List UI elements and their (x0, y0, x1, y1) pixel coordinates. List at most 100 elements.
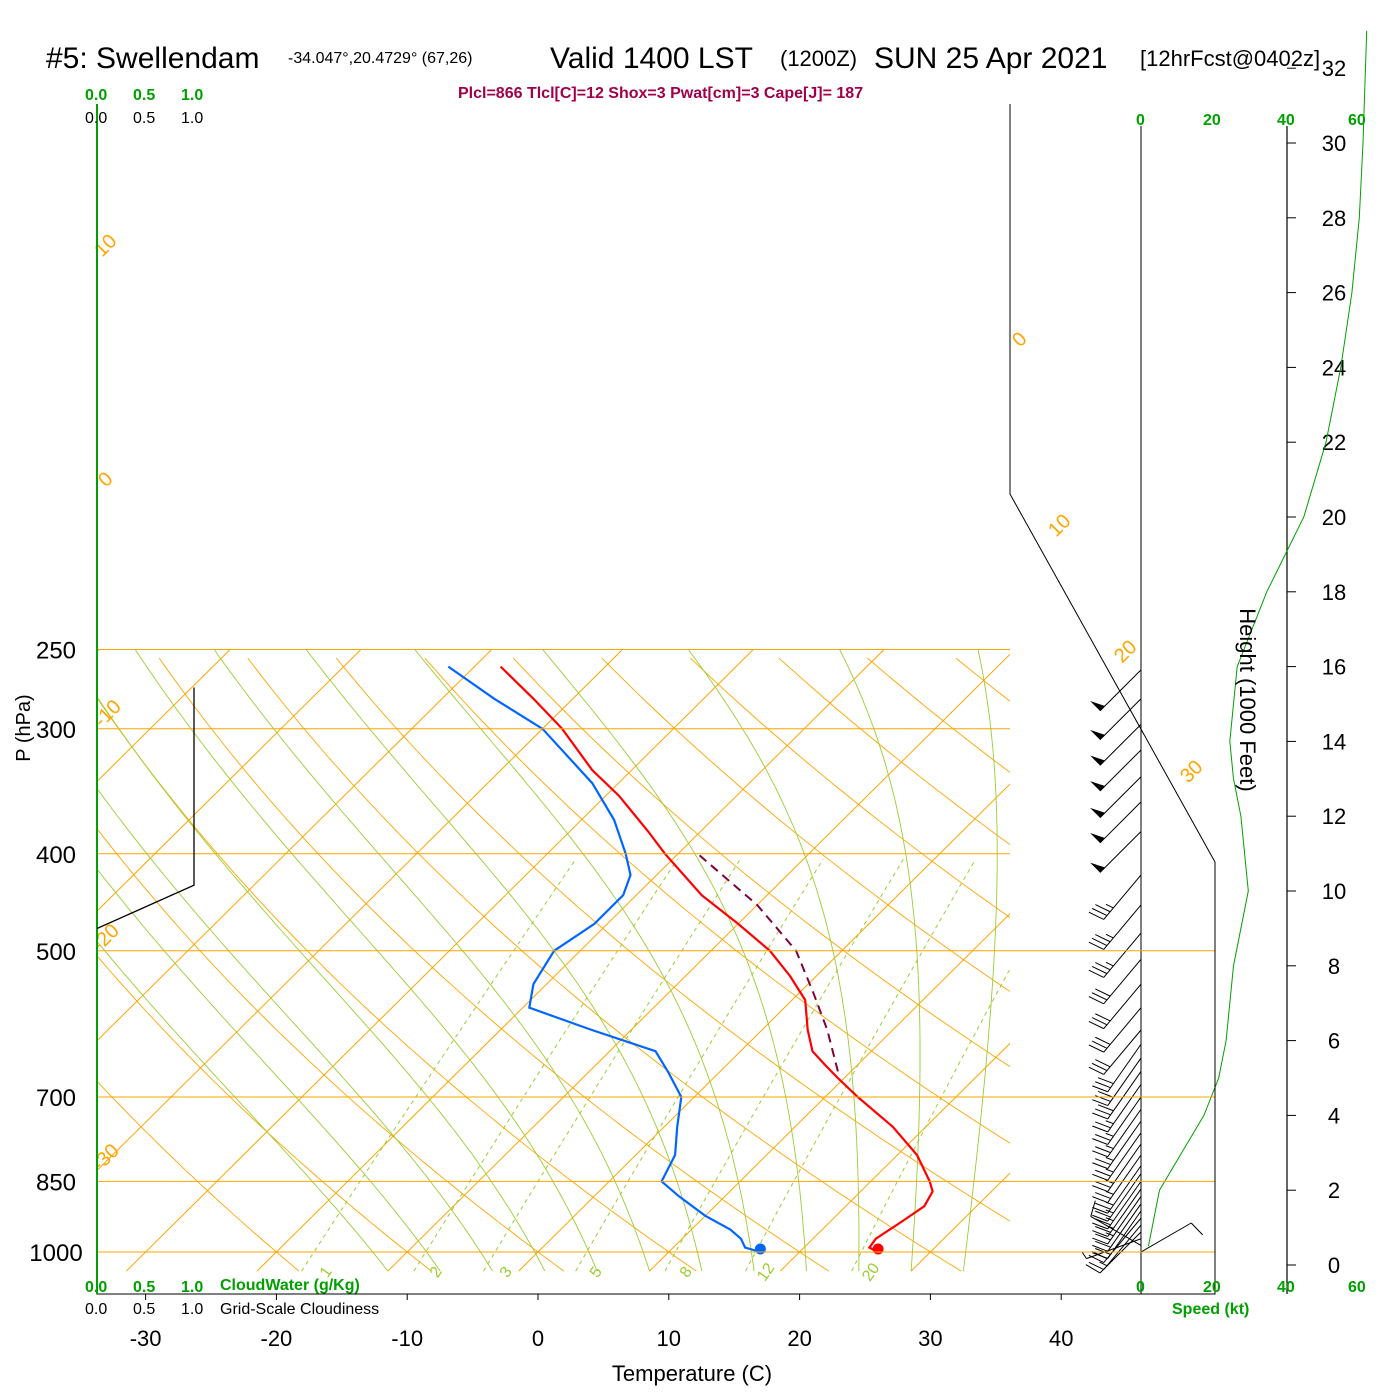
wind-barb-flag (1097, 1090, 1114, 1098)
moist-adiabat-line (97, 868, 441, 1272)
wind-barb-flag (1097, 1077, 1114, 1085)
mixing-ratio-label: 20 (859, 1260, 883, 1284)
wind-barb-half (1105, 903, 1114, 909)
wind-barb-staff (1107, 1143, 1142, 1192)
wind-barb-flag (1091, 1062, 1108, 1072)
pressure-tick-label: 1000 (29, 1240, 82, 1267)
wind-barb-staff (1103, 983, 1142, 1029)
height-axis-title: Height (1000 Feet) (1235, 608, 1260, 791)
wind-barb (1081, 1238, 1142, 1260)
wind-barb-staff (1107, 1108, 1142, 1158)
wind-barb-flag (1095, 962, 1111, 971)
wind-barb-half (1105, 1190, 1114, 1195)
wind-barb-flag (1091, 937, 1108, 947)
wind-barb (1092, 1043, 1142, 1093)
top-cw-tick: 0.0 (85, 87, 107, 104)
height-tick-label: 6 (1328, 1029, 1340, 1054)
wind-barb-staff (1099, 831, 1142, 873)
mixing-ratio-label: 8 (677, 1264, 696, 1281)
bottom-cl-tick: 0.0 (85, 1301, 107, 1318)
surface-temperature-marker (872, 1243, 884, 1255)
wind-barb-flag (1190, 1222, 1204, 1236)
dry-adiabat-line (335, 657, 1010, 1222)
wind-barb-flag (1095, 1226, 1111, 1233)
wind-barb-flag (1095, 1202, 1111, 1210)
height-tick-label: 14 (1322, 729, 1346, 754)
wind-barb (1092, 1181, 1142, 1230)
wind-barb-half (1105, 933, 1114, 939)
top-cloudwater-scale: 0.0 0.5 1.0 (85, 87, 203, 104)
wind-barb-pennant (1090, 862, 1105, 873)
wind-barb (1088, 959, 1142, 1005)
wind-barb-flag (1095, 1146, 1111, 1154)
isotherm-line (649, 913, 1010, 1272)
pressure-tick-label: 400 (36, 842, 76, 869)
wind-barb (1092, 1210, 1142, 1259)
dry-adiabat-line (424, 657, 1010, 1144)
x-axis-title: Temperature (C) (612, 1361, 772, 1386)
moist-adiabat-line (134, 649, 598, 1272)
wind-barb-flag (1095, 904, 1111, 913)
pressure-tick-label: 500 (36, 939, 76, 966)
sounding-indices: Plcl=866 Tlcl[C]=12 Shox=3 Pwat[cm]=3 Ca… (458, 85, 863, 102)
dry-adiabat-line (778, 657, 1010, 846)
wind-barb-flag (1095, 1192, 1111, 1199)
dry-adiabat-line (97, 1080, 300, 1272)
x-tick-label: 20 (787, 1326, 811, 1351)
isotherm-label: 30 (1176, 756, 1207, 787)
bottom-cloudwater-scale: 0.0 0.5 1.0 CloudWater (g/Kg) (85, 1277, 360, 1296)
height-tick-label: 30 (1322, 131, 1346, 156)
height-tick-label: 8 (1328, 954, 1340, 979)
mixing-ratio-label: 3 (497, 1264, 516, 1281)
wind-barb (1140, 1222, 1204, 1253)
plot-frame (96, 104, 1216, 1295)
top-cloudiness-scale: 0.0 0.5 1.0 (85, 110, 203, 127)
wind-barb-staff (1099, 698, 1142, 741)
pressure-tick-label: 700 (36, 1085, 76, 1112)
bottom-cl-tick: 0.5 (133, 1301, 155, 1318)
isotherm-line (779, 1042, 1010, 1272)
wind-barb-half (1105, 1168, 1114, 1173)
wind-barb-flag (1088, 1020, 1104, 1030)
top-cw-tick: 0.5 (133, 87, 155, 104)
moist-adiabat-line (542, 649, 807, 1272)
moist-adiabat-line (687, 649, 860, 1272)
wind-barb-flag (1095, 1108, 1111, 1116)
wind-barb-staff (1099, 669, 1142, 712)
isotherm-line (97, 649, 623, 1172)
wind-barb (1090, 831, 1142, 873)
wind-barb-flag (1095, 1181, 1111, 1188)
wind-barb-half (1105, 1132, 1114, 1137)
moist-adiabat-line (97, 940, 389, 1272)
height-tick-label: 10 (1322, 879, 1346, 904)
bottom-cl-tick: 1.0 (181, 1301, 203, 1318)
speed-scale-top: 0 20 40 60 (1136, 112, 1366, 129)
pressure-tick-label: 300 (36, 717, 76, 744)
wind-barb (1088, 983, 1142, 1030)
isotherm-line (518, 783, 1010, 1272)
dry-adiabat-line (1133, 658, 1400, 1271)
wind-barb-flag (1095, 1158, 1111, 1166)
speed-bottom-tick: 40 (1277, 1279, 1295, 1296)
y-axis-title: P (hPa) (13, 694, 35, 761)
height-tick-label: 20 (1322, 505, 1346, 530)
wind-barb-pennant (1090, 807, 1105, 818)
top-cl-tick: 0.5 (133, 110, 155, 127)
wind-barb-flag (1088, 969, 1104, 978)
wind-barb-staff (1103, 959, 1142, 1005)
cloudiness-label: Grid-Scale Cloudiness (220, 1301, 379, 1318)
wind-barb-flag (1092, 1150, 1108, 1158)
speed-top-tick: 0 (1136, 112, 1145, 129)
wind-barb-flag (1095, 988, 1111, 997)
wind-barb-flag (1091, 965, 1108, 975)
wind-barb (1090, 776, 1142, 819)
wind-barb-flag (1092, 1222, 1108, 1230)
wind-barb-flag (1092, 1138, 1108, 1145)
temperature-profile (499, 665, 934, 1253)
isotherm-line (97, 649, 493, 1042)
x-tick-label: 0 (532, 1326, 544, 1351)
isotherm-label: 20 (1110, 636, 1141, 667)
valid-time: Valid 1400 LST (550, 42, 753, 75)
wind-barb-pennant (1090, 833, 1105, 843)
